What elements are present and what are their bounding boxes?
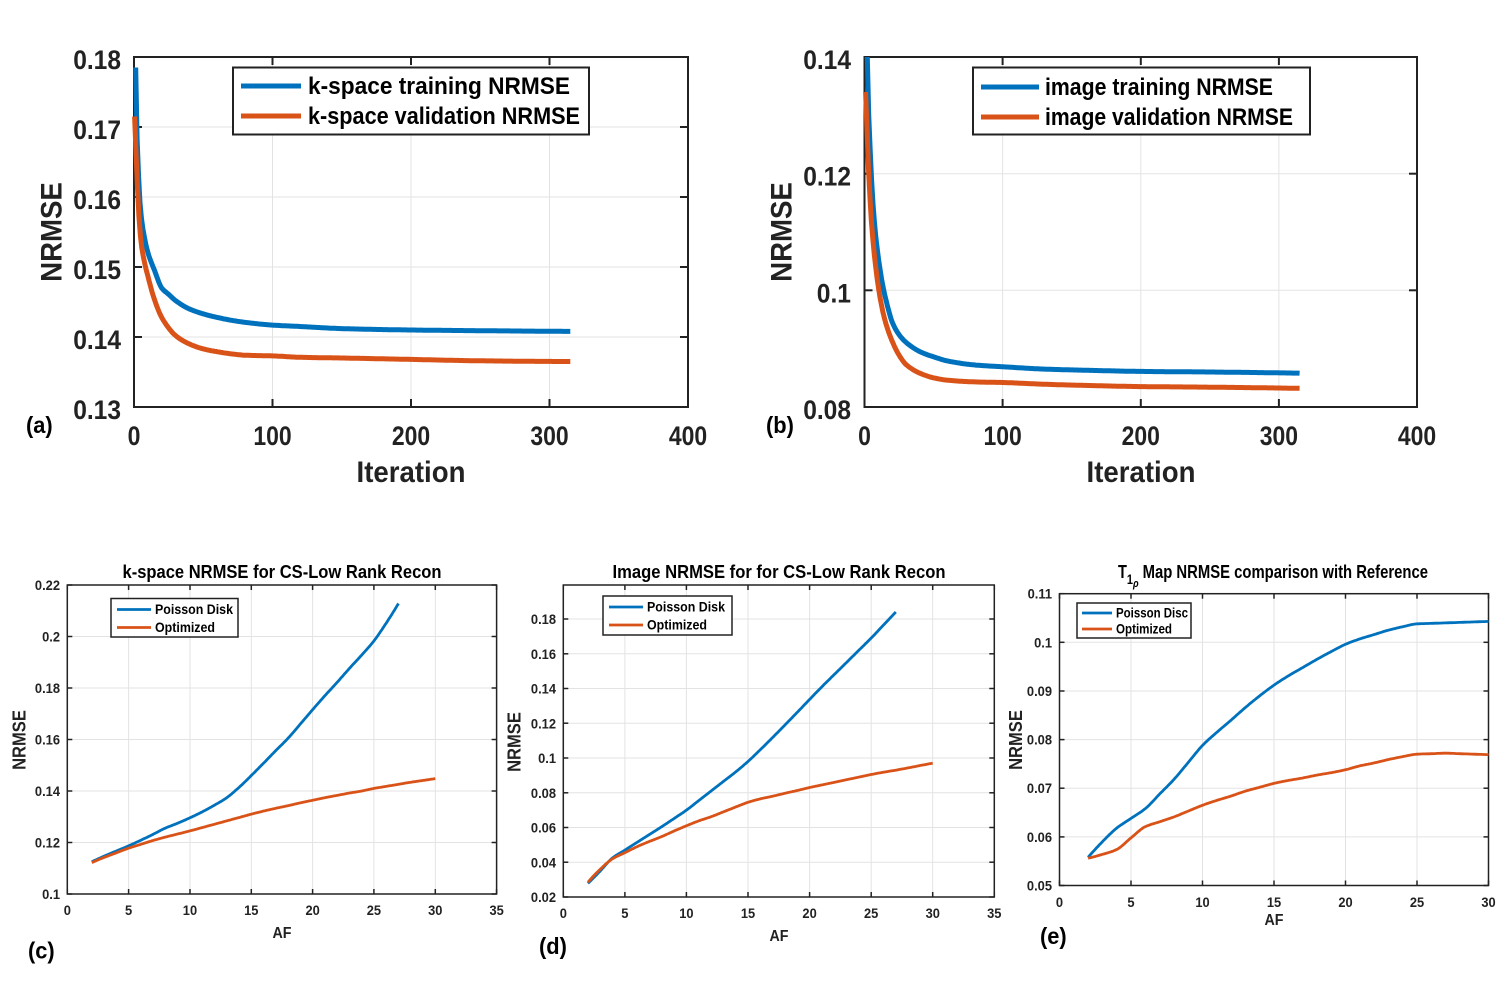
svg-text:0: 0 <box>64 902 71 918</box>
svg-text:Iteration: Iteration <box>1087 456 1196 489</box>
svg-text:0: 0 <box>1056 894 1063 910</box>
svg-text:NRMSE: NRMSE <box>766 182 799 282</box>
svg-text:0.18: 0.18 <box>531 611 556 627</box>
svg-text:0.22: 0.22 <box>35 577 60 593</box>
svg-text:400: 400 <box>1398 421 1436 451</box>
svg-text:0.08: 0.08 <box>803 395 851 425</box>
svg-text:0.1: 0.1 <box>817 278 851 308</box>
svg-text:0.08: 0.08 <box>531 785 556 801</box>
svg-text:20: 20 <box>305 902 319 918</box>
svg-text:0.18: 0.18 <box>35 680 60 696</box>
svg-text:35: 35 <box>987 905 1001 921</box>
svg-text:k-space validation NRMSE: k-space validation NRMSE <box>308 103 580 130</box>
svg-text:NRMSE: NRMSE <box>1006 710 1026 770</box>
svg-text:image training NRMSE: image training NRMSE <box>1045 74 1273 101</box>
svg-text:0.17: 0.17 <box>73 115 121 145</box>
svg-text:Optimized: Optimized <box>1116 622 1172 637</box>
svg-text:25: 25 <box>1410 894 1424 910</box>
svg-text:(b): (b) <box>766 412 794 438</box>
svg-text:0.14: 0.14 <box>73 325 121 355</box>
svg-text:0.11: 0.11 <box>1028 586 1053 602</box>
svg-text:0.04: 0.04 <box>531 854 556 870</box>
svg-text:NRMSE: NRMSE <box>36 182 69 282</box>
svg-text:Image NRMSE for for CS-Low Ran: Image NRMSE for for CS-Low Rank Recon <box>613 562 946 582</box>
svg-text:(e): (e) <box>1040 923 1067 949</box>
svg-text:T: T <box>1118 562 1127 582</box>
svg-text:10: 10 <box>183 902 197 918</box>
svg-text:Poisson Disc: Poisson Disc <box>1116 606 1188 621</box>
svg-text:Optimized: Optimized <box>647 618 707 633</box>
svg-text:Optimized: Optimized <box>155 620 215 635</box>
svg-text:AF: AF <box>770 928 789 945</box>
svg-text:0.16: 0.16 <box>73 185 121 215</box>
svg-text:AF: AF <box>1265 912 1284 929</box>
svg-text:0.12: 0.12 <box>803 162 851 192</box>
svg-text:100: 100 <box>253 421 291 451</box>
svg-text:(a): (a) <box>26 412 53 438</box>
svg-text:30: 30 <box>1481 894 1495 910</box>
svg-text:0.1: 0.1 <box>42 886 60 902</box>
svg-text:0.14: 0.14 <box>531 681 556 697</box>
svg-text:0.12: 0.12 <box>531 715 556 731</box>
svg-text:0.13: 0.13 <box>73 395 121 425</box>
svg-text:0.09: 0.09 <box>1027 683 1052 699</box>
svg-text:0.07: 0.07 <box>1027 780 1052 796</box>
svg-text:Poisson Disk: Poisson Disk <box>647 600 725 615</box>
svg-text:30: 30 <box>428 902 442 918</box>
svg-text:15: 15 <box>1267 894 1281 910</box>
svg-text:0.1: 0.1 <box>1034 634 1052 650</box>
svg-text:image validation NRMSE: image validation NRMSE <box>1045 104 1293 131</box>
svg-text:35: 35 <box>489 902 503 918</box>
svg-text:0.05: 0.05 <box>1027 878 1052 894</box>
svg-text:15: 15 <box>741 905 755 921</box>
svg-text:0.2: 0.2 <box>42 629 60 645</box>
svg-text:5: 5 <box>1127 894 1134 910</box>
svg-text:0.16: 0.16 <box>35 732 60 748</box>
svg-text:10: 10 <box>1195 894 1209 910</box>
svg-text:0.14: 0.14 <box>35 783 60 799</box>
svg-text:Iteration: Iteration <box>357 456 466 489</box>
svg-text:200: 200 <box>1122 421 1160 451</box>
svg-text:1: 1 <box>1127 572 1134 587</box>
svg-text:0.12: 0.12 <box>35 835 60 851</box>
svg-text:5: 5 <box>125 902 132 918</box>
svg-text:0.15: 0.15 <box>73 255 121 285</box>
svg-text:NRMSE: NRMSE <box>9 710 29 770</box>
svg-text:k-space NRMSE for CS-Low Rank: k-space NRMSE for CS-Low Rank Recon <box>123 562 442 582</box>
svg-text:300: 300 <box>1260 421 1298 451</box>
svg-text:NRMSE: NRMSE <box>505 712 525 772</box>
svg-text:0: 0 <box>858 421 871 451</box>
svg-text:0.06: 0.06 <box>531 820 556 836</box>
svg-text:0: 0 <box>560 905 567 921</box>
svg-text:25: 25 <box>367 902 381 918</box>
svg-text:0.1: 0.1 <box>538 750 556 766</box>
svg-text:(c): (c) <box>28 938 55 964</box>
svg-text:100: 100 <box>983 421 1021 451</box>
svg-text:15: 15 <box>244 902 258 918</box>
svg-text:k-space training NRMSE: k-space training NRMSE <box>308 73 570 100</box>
svg-text:Poisson Disk: Poisson Disk <box>155 602 233 617</box>
svg-text:AF: AF <box>273 925 292 942</box>
svg-text:200: 200 <box>392 421 430 451</box>
svg-text:30: 30 <box>926 905 940 921</box>
svg-text:0.18: 0.18 <box>73 45 121 75</box>
svg-text:0.08: 0.08 <box>1027 732 1052 748</box>
svg-text:Map NRMSE comparison with Refe: Map NRMSE comparison with Reference <box>1143 562 1428 582</box>
svg-text:(d): (d) <box>539 933 567 959</box>
svg-text:25: 25 <box>864 905 878 921</box>
svg-text:300: 300 <box>530 421 568 451</box>
svg-text:0.02: 0.02 <box>531 889 556 905</box>
svg-text:0: 0 <box>128 421 141 451</box>
svg-text:0.16: 0.16 <box>531 646 556 662</box>
svg-text:20: 20 <box>1338 894 1352 910</box>
svg-text:0.06: 0.06 <box>1027 829 1052 845</box>
svg-text:0.14: 0.14 <box>803 45 851 75</box>
svg-text:5: 5 <box>621 905 628 921</box>
svg-text:20: 20 <box>802 905 816 921</box>
svg-text:400: 400 <box>669 421 707 451</box>
svg-text:10: 10 <box>679 905 693 921</box>
svg-text:ρ: ρ <box>1132 578 1139 590</box>
